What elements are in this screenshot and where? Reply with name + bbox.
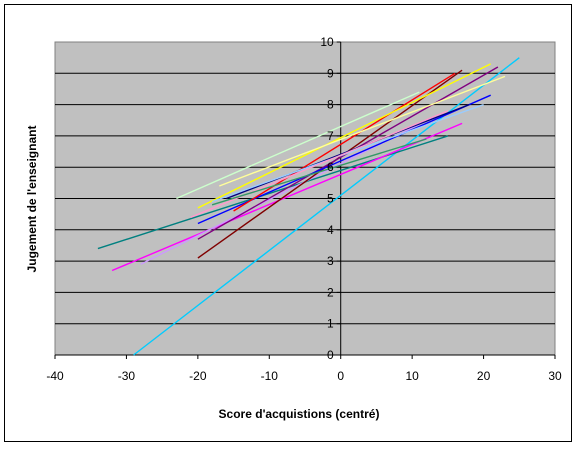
- x-tick-label: -40: [46, 369, 64, 383]
- x-tick-label: 10: [405, 369, 419, 383]
- series-line-8: [233, 72, 456, 212]
- y-tick-label: 0: [327, 348, 334, 362]
- y-tick-label: 5: [327, 192, 334, 206]
- series-line-9: [197, 63, 492, 209]
- y-tick-label: 1: [327, 317, 334, 331]
- series-line-14: [190, 110, 449, 218]
- y-tick-label: 9: [327, 66, 334, 80]
- y-tick-label: 7: [327, 129, 334, 143]
- y-tick-label: 10: [320, 35, 334, 49]
- x-tick-label: 20: [477, 369, 491, 383]
- series-line-2: [97, 135, 449, 250]
- y-tick-label: 6: [327, 160, 334, 174]
- y-tick-label: 2: [327, 285, 334, 299]
- tick-labels: 0 1 2 3 4 5 6 7 8 9 10 -40 -30 -20 -10 0 10 20 30: [46, 35, 562, 383]
- y-tick-label: 3: [327, 254, 334, 268]
- y-axis-title: Jugement de l'enseignant: [25, 126, 39, 273]
- axes: [54, 41, 556, 359]
- x-tick-label: -30: [118, 369, 136, 383]
- x-tick-label: -20: [189, 369, 207, 383]
- series-line-13: [211, 103, 484, 203]
- series-lines: [97, 57, 520, 356]
- series-line-15: [211, 138, 427, 206]
- y-tick-label: 8: [327, 98, 334, 112]
- x-tick-label: 30: [548, 369, 562, 383]
- series-line-1: [133, 57, 520, 356]
- series-line-3: [111, 122, 463, 272]
- series-line-10: [219, 75, 506, 187]
- y-tick-label: 4: [327, 223, 334, 237]
- x-tick-label: -10: [261, 369, 279, 383]
- x-tick-label: 0: [337, 369, 344, 383]
- x-axis-title: Score d'acquistions (centré): [219, 407, 380, 421]
- series-line-12: [176, 91, 420, 200]
